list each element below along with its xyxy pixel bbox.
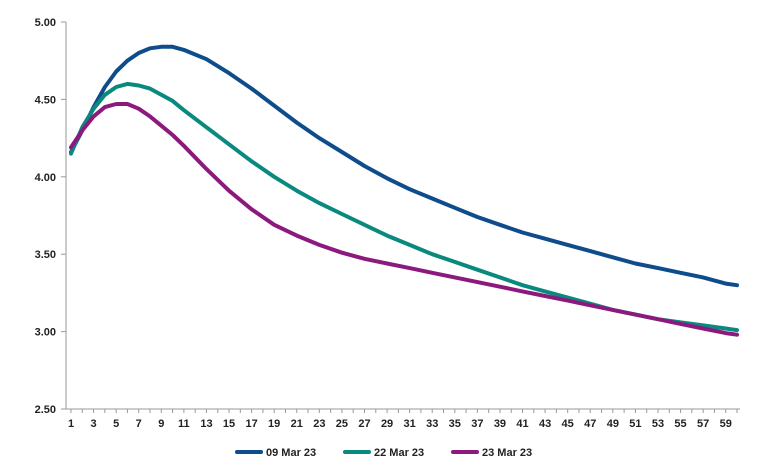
x-tick-label: 21: [291, 418, 303, 430]
x-tick-label: 25: [336, 418, 348, 430]
chart-axes: [65, 22, 740, 410]
x-tick-label: 17: [245, 418, 257, 430]
x-tick-label: 13: [200, 418, 212, 430]
y-tick-label: 3.50: [35, 249, 56, 261]
x-tick-label: 35: [449, 418, 461, 430]
x-tick-label: 55: [674, 418, 686, 430]
x-tick-label: 9: [158, 418, 164, 430]
x-tick-label: 51: [629, 418, 641, 430]
x-tick-label: 29: [381, 418, 393, 430]
y-axis-ticks: 2.50 3.00 3.50 4.00 4.50 5.00: [35, 17, 66, 416]
x-tick-label: 5: [113, 418, 119, 430]
x-tick-label: 11: [178, 418, 190, 430]
x-tick-label: 39: [494, 418, 506, 430]
y-tick-label: 2.50: [35, 404, 56, 416]
x-axis-ticks: 1 3 5 7 9 11 13 15 17 19 21 23 25 27 29 31 33 35 37 39 41 43 4…: [68, 409, 738, 430]
y-tick-label: 4.00: [35, 172, 56, 184]
series-lines: [69, 44, 739, 337]
x-tick-label: 59: [720, 418, 732, 430]
x-tick-label: 3: [91, 418, 97, 430]
x-tick-label: 23: [313, 418, 325, 430]
x-tick-label: 19: [268, 418, 280, 430]
x-tick-label: 47: [584, 418, 596, 430]
legend-label-3: 23 Mar 23: [482, 447, 532, 459]
legend-label-1: 09 Mar 23: [266, 447, 316, 459]
y-tick-label: 4.50: [35, 94, 56, 106]
x-tick-label: 57: [697, 418, 709, 430]
x-tick-label: 1: [68, 418, 74, 430]
x-tick-label: 53: [652, 418, 664, 430]
x-tick-label: 7: [136, 418, 142, 430]
y-tick-label: 3.00: [35, 327, 56, 339]
series-line-1: [69, 44, 739, 288]
y-tick-label: 5.00: [35, 17, 56, 29]
x-tick-label: 33: [426, 418, 438, 430]
legend-label-2: 22 Mar 23: [374, 447, 424, 459]
x-tick-label: 49: [607, 418, 619, 430]
series-line-2: [69, 81, 739, 333]
x-tick-label: 45: [562, 418, 574, 430]
x-tick-label: 41: [516, 418, 528, 430]
x-tick-label: 15: [223, 418, 235, 430]
x-tick-label: 31: [404, 418, 416, 430]
x-tick-label: 43: [539, 418, 551, 430]
series-line-3: [69, 102, 739, 337]
x-tick-label: 37: [471, 418, 483, 430]
x-tick-label: 27: [358, 418, 370, 430]
legend: 09 Mar 23 22 Mar 23 23 Mar 23: [235, 447, 532, 459]
